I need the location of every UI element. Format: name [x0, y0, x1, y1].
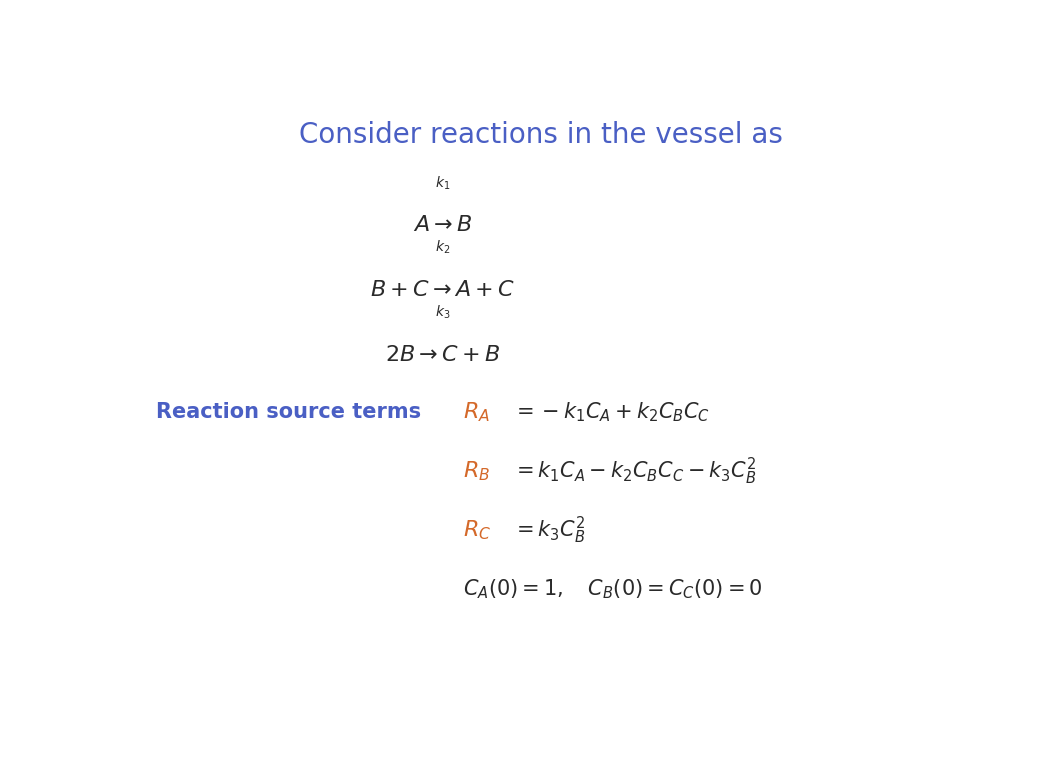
Text: $k_3$: $k_3$ [435, 304, 450, 321]
Text: $= k_3C_B^2$: $= k_3C_B^2$ [512, 514, 586, 545]
Text: $A \rightarrow B$: $A \rightarrow B$ [413, 215, 473, 235]
Text: Consider reactions in the vessel as: Consider reactions in the vessel as [299, 121, 783, 149]
Text: $k_1$: $k_1$ [435, 174, 450, 192]
Text: $= -k_1C_A + k_2C_BC_C$: $= -k_1C_A + k_2C_BC_C$ [512, 400, 710, 424]
Text: $2B \rightarrow C + B$: $2B \rightarrow C + B$ [385, 345, 500, 364]
Text: $B + C \rightarrow A + C$: $B + C \rightarrow A + C$ [370, 280, 515, 300]
Text: $= k_1C_A - k_2C_BC_C - k_3C_B^2$: $= k_1C_A - k_2C_BC_C - k_3C_B^2$ [512, 455, 756, 487]
Text: Reaction source terms: Reaction source terms [156, 403, 422, 422]
Text: $k_2$: $k_2$ [435, 239, 450, 257]
Text: $R_A$: $R_A$ [463, 400, 490, 424]
Text: $R_B$: $R_B$ [463, 459, 491, 483]
Text: $C_A(0) = 1, \quad C_B(0) = C_C(0) = 0$: $C_A(0) = 1, \quad C_B(0) = C_C(0) = 0$ [463, 577, 763, 601]
Text: $R_C$: $R_C$ [463, 518, 492, 542]
